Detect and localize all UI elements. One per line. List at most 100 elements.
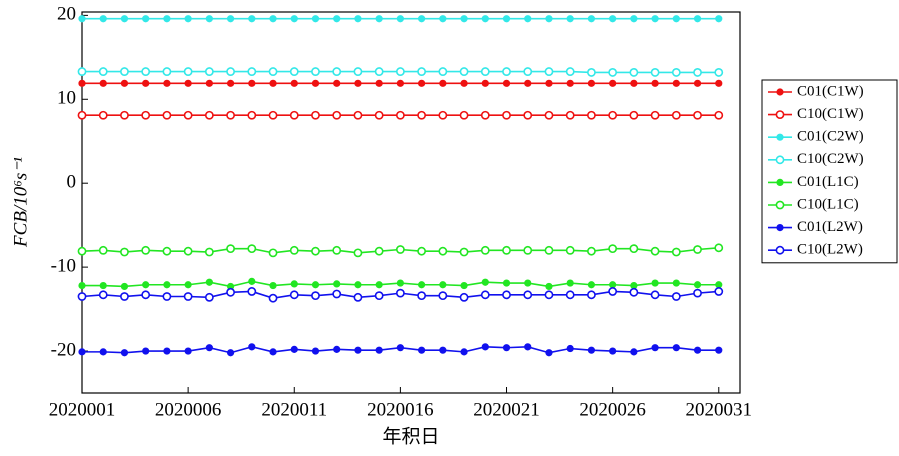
marker [587,246,596,256]
marker [375,346,383,354]
marker [460,348,468,356]
marker [78,15,86,23]
marker [502,67,511,76]
marker [480,290,490,300]
marker [672,79,680,87]
marker [693,79,702,87]
marker [374,246,384,256]
marker [609,281,617,289]
marker [544,245,554,255]
marker [289,290,299,300]
marker [269,348,277,356]
marker [566,344,574,353]
marker [78,348,86,356]
marker [418,15,426,23]
marker [183,292,193,301]
marker [693,281,702,289]
marker [439,281,447,289]
marker [205,15,213,23]
marker [523,67,533,76]
marker [566,79,574,87]
marker [417,246,427,256]
marker [247,110,257,120]
marker [311,347,320,355]
marker [651,279,659,287]
marker [459,247,469,257]
marker [248,343,256,351]
marker [715,79,723,87]
marker [438,67,448,76]
marker [248,79,256,87]
marker [714,243,724,253]
marker [333,280,341,288]
marker [565,290,575,300]
y-tick-label: 20 [57,4,76,25]
marker [651,344,659,352]
marker [289,110,299,120]
marker [226,244,235,254]
marker [417,291,427,301]
marker [502,15,511,23]
marker [715,346,723,354]
marker [269,15,277,23]
marker [290,79,298,87]
marker [353,67,363,76]
marker [396,344,404,352]
marker [269,79,277,87]
marker [608,110,618,120]
x-tick-label: 2020006 [155,399,222,420]
marker [226,287,235,297]
marker [565,245,575,255]
plot-frame [81,11,741,394]
marker [481,278,489,286]
marker [99,348,107,356]
marker [502,110,511,120]
marker [629,287,639,297]
marker [396,79,404,87]
marker [609,79,617,87]
marker [480,245,490,255]
marker [544,290,554,300]
marker [183,67,193,76]
marker [650,246,660,256]
marker [162,246,172,256]
marker [459,67,469,76]
marker [311,110,320,120]
marker [311,281,320,289]
marker [480,110,490,120]
marker [629,244,639,254]
marker [353,292,363,302]
marker [544,110,554,120]
marker [226,110,235,120]
marker [141,245,151,255]
legend-label: C01(C2W) [797,129,864,145]
marker [544,67,554,76]
marker [565,110,575,120]
marker [609,347,617,355]
marker [162,292,172,301]
marker [311,246,320,256]
marker [459,110,469,120]
marker [524,343,532,351]
marker [523,245,533,255]
marker [375,79,383,87]
marker [608,68,618,77]
marker [248,277,256,285]
marker [120,292,129,301]
marker [205,278,213,286]
marker [524,15,532,23]
marker [481,343,489,351]
marker [204,292,214,302]
marker [693,245,702,254]
x-tick-label: 2020016 [367,399,434,420]
marker [693,15,702,23]
marker [268,248,278,258]
marker [375,281,383,289]
marker [247,244,257,254]
marker [418,79,426,87]
marker [290,15,298,23]
marker [120,15,129,23]
marker [184,347,192,355]
legend-marker [775,245,785,255]
marker [693,68,702,77]
